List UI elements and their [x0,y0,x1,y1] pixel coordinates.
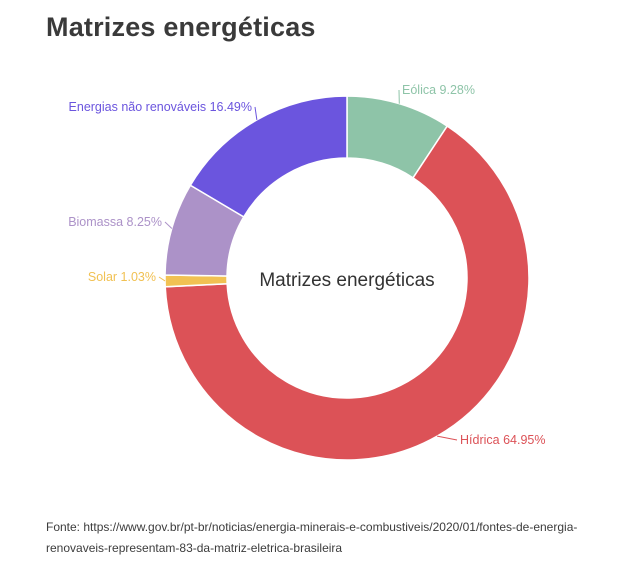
slice-label-biomassa: Biomassa 8.25% [68,215,162,229]
donut-chart: Eólica 9.28% Hídrica 64.95% Solar 1.03% Bio… [68,83,545,461]
leader-line-solar [158,276,166,282]
slice-label-hidrica: Hídrica 64.95% [460,433,545,447]
slice-label-eolica: Eólica 9.28% [402,83,475,97]
chart-title: Matrizes energéticas [46,12,316,42]
center-label: Matrizes energéticas [259,270,434,291]
slice-label-solar: Solar 1.03% [88,270,156,284]
slice-energias-nao-renovaveis [189,95,348,218]
slice-label-energias-nao-renovaveis: Energias não renováveis 16.49% [69,100,252,114]
leader-line-energias-nao-renovaveis [254,106,258,120]
labels-layer: Eólica 9.28% Hídrica 64.95% Solar 1.03% Bio… [68,83,545,447]
source-note: Fonte: https://www.gov.br/pt-br/noticias… [46,520,578,555]
slices-layer [164,95,530,461]
leader-line-hidrica [437,435,458,441]
leader-lines-layer [158,89,458,441]
slice-hidrica [164,125,530,461]
leader-line-biomassa [164,221,173,229]
